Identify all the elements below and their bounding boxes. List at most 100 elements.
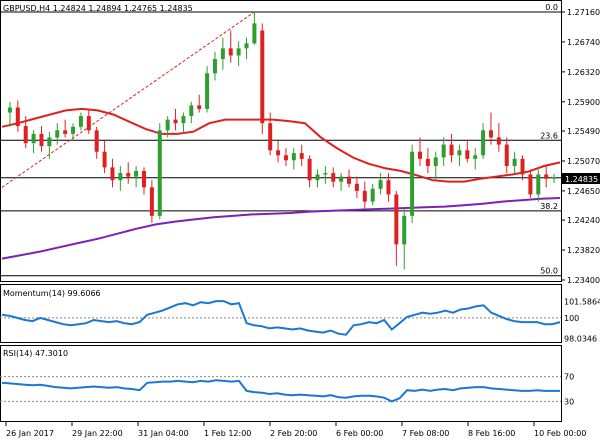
candle-body (126, 173, 131, 177)
candle-body (457, 150, 462, 156)
candle-body (496, 137, 501, 145)
price-tick-label: 1.25490 (567, 127, 600, 136)
candle-body (31, 133, 36, 144)
candle-body (118, 173, 123, 181)
candle-body (157, 130, 162, 216)
ma-red-line (1, 107, 561, 183)
price-panel-frame (0, 0, 562, 282)
candle-body (205, 73, 210, 109)
candle-body (433, 157, 438, 166)
x-tick-label: 26 Jan 2017 (6, 429, 54, 438)
candle-body (23, 126, 28, 144)
rsi-layer (0, 376, 561, 403)
candle-body (181, 116, 186, 124)
candle-body (236, 48, 241, 56)
candle-body (110, 167, 115, 181)
candle-body (102, 151, 107, 168)
candle-body (394, 194, 399, 245)
candle-body (504, 144, 509, 166)
momentum-layer (0, 300, 561, 336)
candle-body (425, 158, 430, 166)
candle-body (362, 190, 367, 202)
rsi-label: RSI(14) 47.3010 (3, 349, 68, 358)
x-tick-label: 1 Feb 12:00 (204, 429, 251, 438)
momentum-tick-label: 100 (564, 314, 579, 323)
candle-body (339, 176, 344, 182)
candle-body (189, 105, 194, 117)
price-tick-label: 1.23400 (567, 276, 600, 285)
candle-body (544, 174, 549, 179)
candle-body (228, 48, 233, 56)
candle-body (55, 130, 60, 138)
candle-body (268, 123, 273, 151)
candle-body (142, 170, 146, 188)
momentum-tick-label: 98.0346 (564, 335, 597, 344)
candle-body (165, 119, 170, 131)
candle-body (370, 188, 375, 202)
price-layer: 0.0 23.6 38.2 50.0 (0, 3, 561, 277)
x-tick-label: 8 Feb 16:00 (468, 429, 515, 438)
candle-body (449, 144, 454, 156)
price-tag-bg (562, 173, 600, 184)
candle-body (252, 23, 257, 44)
candle-body (86, 116, 91, 131)
momentum-label: Momentum(14) 99.6066 (3, 289, 101, 298)
x-tick-label: 31 Jan 04:00 (138, 429, 189, 438)
candle-body (347, 176, 352, 184)
candle-body (410, 151, 415, 216)
price-tick-label: 1.24240 (567, 216, 600, 225)
candle-body (173, 119, 178, 124)
x-tick-label: 29 Jan 22:00 (72, 429, 123, 438)
candle-body (63, 130, 68, 134)
fib-label-0.0: 0.0 (545, 3, 558, 12)
candle-body (212, 59, 217, 74)
x-tick-label: 6 Feb 00:00 (336, 429, 383, 438)
candle-body (481, 130, 486, 156)
candle-body (283, 155, 288, 161)
x-tick-label: 7 Feb 08:00 (402, 429, 449, 438)
price-tick-label: 1.24650 (567, 187, 600, 196)
candle-body (197, 105, 202, 109)
candle-body (39, 133, 44, 146)
rsi-tick-label: 70 (564, 373, 574, 382)
candle-body (134, 170, 139, 177)
candle-body (512, 158, 517, 166)
axis-layer: 1.27160 1.26740 1.26320 1.25900 1.25490 1.250… (5, 8, 600, 438)
candle-body (528, 174, 533, 195)
candle-body (276, 150, 281, 156)
candle-body (7, 107, 12, 113)
candle-body (441, 144, 446, 158)
ma-purple-line (1, 197, 561, 260)
momentum-line (1, 300, 561, 336)
candle-body (244, 43, 249, 49)
momentum-panel-frame (0, 284, 562, 343)
x-tick-label: 2 Feb 20:00 (270, 429, 317, 438)
candle-body (402, 215, 407, 245)
price-tick-label: 1.27160 (567, 8, 600, 17)
candle-body (354, 183, 359, 191)
candle-body (260, 30, 265, 124)
x-tick-label: 10 Feb 00:00 (534, 429, 586, 438)
price-tag: 1.24835 (565, 175, 598, 184)
price-tick-label: 1.25070 (567, 157, 600, 166)
fib-label-23.6: 23.6 (540, 131, 558, 140)
price-tick-label: 1.23820 (567, 246, 600, 255)
fib-trend-line (1, 11, 255, 188)
candle-body (47, 137, 52, 146)
candle-body (473, 155, 478, 159)
candle-body (78, 116, 83, 127)
candle-body (94, 130, 99, 152)
candle-body (149, 187, 154, 216)
fib-label-38.2: 38.2 (540, 202, 558, 211)
rsi-panel-frame (0, 345, 562, 422)
candle-body (71, 126, 76, 134)
candle-body (15, 107, 20, 127)
candle-body (291, 153, 296, 161)
candle-body (488, 130, 493, 138)
candle-body (465, 150, 470, 159)
candle-body (536, 174, 541, 195)
fib-label-50.0: 50.0 (540, 267, 558, 276)
candle-body (307, 158, 312, 181)
candle-body (331, 173, 336, 182)
